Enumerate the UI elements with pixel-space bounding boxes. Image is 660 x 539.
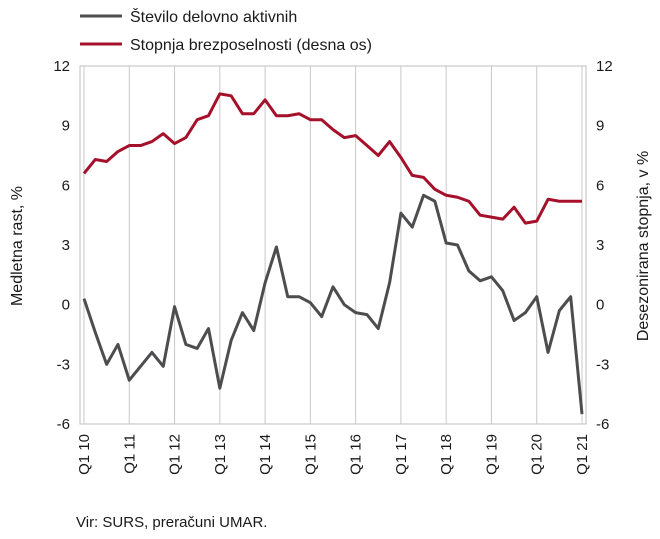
plot-frame bbox=[79, 65, 587, 425]
x-tick-label: Q1 12 bbox=[167, 434, 184, 475]
y-axis-title-left: Medletna rast, % bbox=[9, 186, 26, 306]
plot-lines bbox=[82, 92, 584, 415]
x-tick-label: Q1 19 bbox=[483, 434, 500, 475]
x-tick-label: Q1 18 bbox=[438, 434, 455, 475]
series-line-unemployment bbox=[82, 92, 582, 225]
series-line-employment bbox=[82, 193, 584, 415]
y-tick-label-left: 9 bbox=[62, 118, 70, 135]
y-tick-label-right: 0 bbox=[596, 297, 604, 314]
y-tick-label-left: 0 bbox=[62, 297, 70, 314]
y-axis-title-right: Desezonirana stopnja, v % bbox=[635, 151, 652, 341]
x-tick-label: Q1 15 bbox=[302, 434, 319, 475]
x-tick-label: Q1 20 bbox=[529, 434, 546, 475]
x-axis: Q1 10 Q1 11 Q1 12 Q1 13 Q1 14 Q1 15 Q1 16 Q1 17… bbox=[76, 434, 591, 475]
x-tick-label: Q1 11 bbox=[121, 434, 138, 474]
y-tick-label-right: -6 bbox=[596, 416, 609, 433]
y-tick-label-right: 9 bbox=[596, 118, 604, 135]
y-tick-label-left: 3 bbox=[62, 237, 70, 254]
x-tick-label: Q1 10 bbox=[76, 434, 93, 475]
x-tick-label: Q1 16 bbox=[348, 434, 365, 475]
y-tick-label-left: -6 bbox=[57, 416, 70, 433]
y-tick-label-left: 6 bbox=[62, 177, 70, 194]
grid bbox=[79, 65, 587, 425]
y-tick-label-right: 6 bbox=[596, 177, 604, 194]
y-tick-label-right: -3 bbox=[596, 356, 609, 373]
right-axis: 12 9 6 3 0 -3 -6 bbox=[596, 58, 613, 433]
x-tick-label: Q1 14 bbox=[257, 434, 274, 475]
y-tick-label-left: -3 bbox=[57, 356, 70, 373]
x-tick-label: Q1 13 bbox=[212, 434, 229, 475]
legend-label-unemployment: Stopnja brezposelnosti (desna os) bbox=[130, 37, 372, 54]
y-tick-label-right: 12 bbox=[596, 58, 613, 75]
legend-label-employment: Število delovno aktivnih bbox=[130, 7, 297, 26]
left-axis: 12 9 6 3 0 -3 -6 bbox=[53, 58, 70, 433]
y-tick-label-left: 12 bbox=[53, 58, 70, 75]
source-note: Vir: SURS, preračuni UMAR. bbox=[76, 514, 268, 531]
y-tick-label-right: 3 bbox=[596, 237, 604, 254]
x-tick-label: Q1 17 bbox=[393, 434, 410, 475]
legend: Število delovno aktivnih Stopnja brezpos… bbox=[80, 7, 372, 54]
x-tick-label: Q1 21 bbox=[574, 434, 591, 475]
